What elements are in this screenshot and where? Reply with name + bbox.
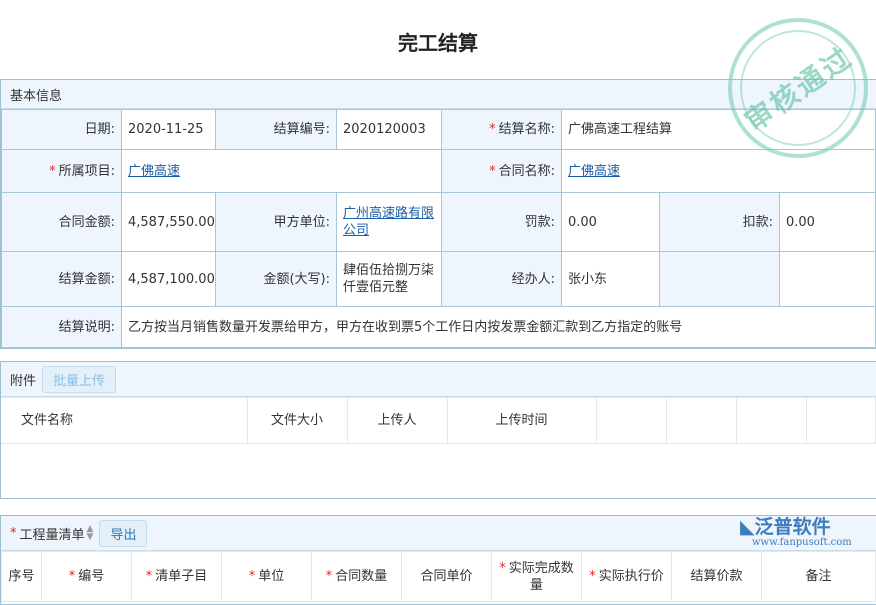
col-7: * 实际执行价 [581,551,672,602]
basic-info-section: 基本信息 日期: 2020-11-25 结算编号: 2020120003 * 结算… [0,79,876,349]
col-file-size: 文件大小 [246,397,348,444]
logo-name: 泛普软件 [754,516,831,538]
batch-upload-button[interactable]: 批量上传 [42,365,117,393]
handler-value: 张小东 [561,251,660,307]
attachment-table: 文件名称 文件大小 上传人 上传时间 [1,397,876,444]
col-6: * 实际完成数量 [491,551,582,602]
contract-link[interactable]: 广佛高速 [568,163,621,179]
deduction-value: 0.00 [779,192,876,252]
settlement-name-label: * 结算名称: [441,109,562,150]
project-link[interactable]: 广佛高速 [128,163,181,179]
col-8: 结算价款 [671,551,762,602]
contract-label: * 合同名称: [441,149,562,193]
settlement-no-value[interactable]: 2020120003 [336,109,442,150]
description-value: 乙方按当月销售数量开发票给甲方，甲方在收到票5个工作日内按发票金额汇款到乙方指定… [121,306,876,348]
deduction-label: 扣款: [659,192,780,252]
col-uploader: 上传人 [346,397,448,444]
amount-upper-label: 金额(大写): [215,251,337,307]
col-1: * 编号 [41,551,132,602]
export-button[interactable]: 导出 [99,519,148,547]
col-0: 序号 [1,551,42,602]
logo-mark-icon: ◣ [740,516,755,538]
col-upload-time: 上传时间 [446,397,597,444]
attachment-header: 附件 [10,373,37,389]
sort-icon[interactable]: ▲ ▼ [86,524,94,542]
party-a-link[interactable]: 广州高速路有限公司 [343,206,435,238]
fanpu-logo: ◣泛普软件 www.fanpusoft.com [740,517,870,549]
col-5: 合同单价 [401,551,492,602]
penalty-label: 罚款: [441,192,562,252]
stamp-text: 审核通过 [738,40,860,139]
contract-amount-label: 合同金额: [1,192,122,252]
col-4: * 合同数量 [311,551,402,602]
contract-amount-value: 4,587,550.00 [121,192,216,252]
col-file-name: 文件名称 [1,397,248,444]
description-label: 结算说明: [1,306,122,348]
handler-label: 经办人: [441,251,562,307]
col-9: 备注 [761,551,876,602]
logo-url: www.fanpusoft.com [752,537,852,548]
date-label: 日期: [1,109,122,150]
penalty-value: 0.00 [561,192,660,252]
col-2: * 清单子目 [131,551,222,602]
attachment-section: 附件 批量上传 文件名称 文件大小 上传人 上传时间 [0,361,876,499]
settlement-amount-value: 4,587,100.00 [121,251,216,307]
settlement-amount-label: 结算金额: [1,251,122,307]
quantity-list-header: 工程量清单 [19,527,85,543]
amount-upper-value: 肆佰伍拾捌万柒仟壹佰元整 [336,251,442,307]
settlement-no-label: 结算编号: [215,109,337,150]
date-value[interactable]: 2020-11-25 [121,109,216,150]
project-label: * 所属项目: [1,149,122,193]
quantity-table: 序号 * 编号 * 清单子目 * 单位 * 合同数量 合同单价 * 实际完成数量 * 实际执行价 结算价款备… [1,551,876,602]
basic-info-form: 日期: 2020-11-25 结算编号: 2020120003 * 结算名称: 广… [1,109,876,348]
party-a-label: 甲方单位: [215,192,337,252]
page-title: 完工结算 [398,31,478,55]
col-3: * 单位 [221,551,312,602]
